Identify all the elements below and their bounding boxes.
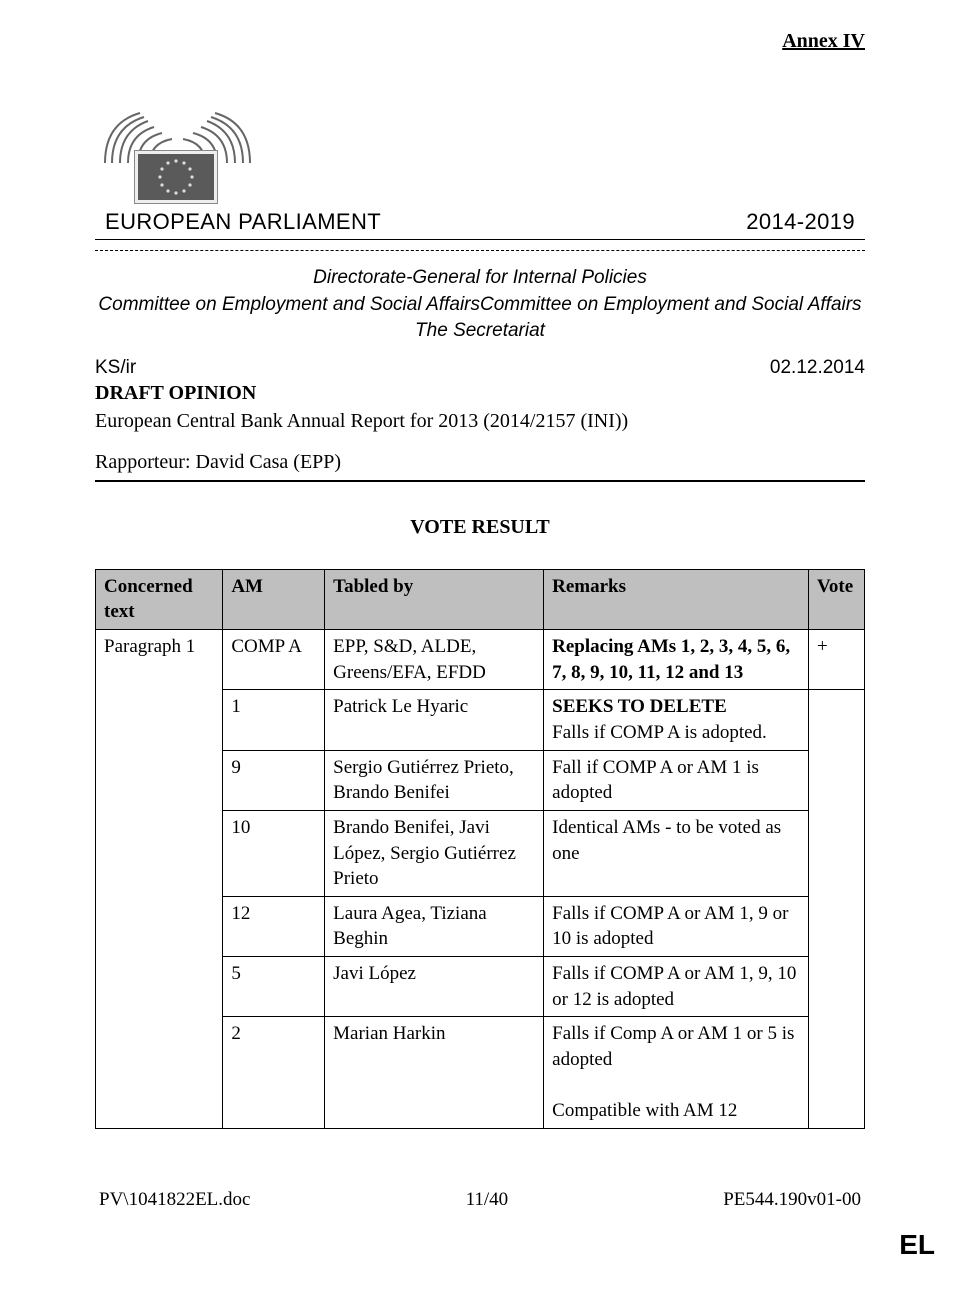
cell-remarks: Falls if COMP A or AM 1, 9 or 10 is adop… [544,896,809,956]
cell-vote [808,690,864,750]
cell-tabled: Laura Agea, Tiziana Beghin [325,896,544,956]
cell-vote [808,1017,864,1129]
secretariat: The Secretariat [95,318,865,345]
remarks-bold: SEEKS TO DELETE [552,696,727,717]
directorate-block: Directorate-General for Internal Policie… [95,265,865,345]
remarks-line1: Falls if Comp A or AM 1 or 5 is adopted [552,1023,794,1070]
footer-center: 11/40 [466,1189,509,1211]
doc-date: 02.12.2014 [770,357,865,379]
cell-tabled: Sergio Gutiérrez Prieto, Brando Benifei [325,750,544,810]
cell-tabled: Brando Benifei, Javi López, Sergio Gutié… [325,810,544,896]
cell-vote [808,957,864,1017]
header-logo-row [95,93,865,213]
cell-am: COMP A [223,630,325,690]
meta-row: KS/ir 02.12.2014 [95,357,865,379]
ep-logo [95,93,260,213]
dashed-rule [95,250,865,251]
col-tabled: Tabled by [325,569,544,629]
cell-remarks: Replacing AMs 1, 2, 3, 4, 5, 6, 7, 8, 9,… [544,630,809,690]
opinion-block: DRAFT OPINION European Central Bank Annu… [95,379,865,435]
vote-result-heading: VOTE RESULT [95,516,865,539]
eu-flag-icon [135,151,217,203]
doc-ref: KS/ir [95,357,136,379]
cell-tabled: Patrick Le Hyaric [325,690,544,750]
footer-right: PE544.190v01-00 [723,1189,861,1211]
page: Annex IV [0,0,960,1291]
cell-am: 12 [223,896,325,956]
cell-am: 2 [223,1017,325,1129]
cell-vote [808,810,864,896]
footer-left: PV\1041822EL.doc [99,1189,250,1211]
cell-remarks: SEEKS TO DELETE Falls if COMP A is adopt… [544,690,809,750]
vote-table: Concerned text AM Tabled by Remarks Vote… [95,569,865,1129]
cell-tabled: Marian Harkin [325,1017,544,1129]
annex-label: Annex IV [95,30,865,53]
cell-am: 1 [223,690,325,750]
col-vote: Vote [808,569,864,629]
col-remarks: Remarks [544,569,809,629]
directorate: Directorate-General for Internal Policie… [95,265,865,292]
horizontal-rule [95,480,865,482]
col-am: AM [223,569,325,629]
cell-remarks: Identical AMs - to be voted as one [544,810,809,896]
cell-remarks: Falls if COMP A or AM 1, 9, 10 or 12 is … [544,957,809,1017]
cell-vote [808,896,864,956]
committee: Committee on Employment and Social Affai… [95,292,865,319]
page-footer: PV\1041822EL.doc 11/40 PE544.190v01-00 [95,1189,865,1211]
cell-vote [808,750,864,810]
col-concerned: Concerned text [96,569,223,629]
cell-am: 9 [223,750,325,810]
cell-remarks: Fall if COMP A or AM 1 is adopted [544,750,809,810]
institution-line: EUROPEAN PARLIAMENT 2014-2019 [95,209,865,240]
cell-am: 5 [223,957,325,1017]
cell-concerned: Paragraph 1 [96,630,223,1129]
cell-vote: + [808,630,864,690]
table-header-row: Concerned text AM Tabled by Remarks Vote [96,569,865,629]
language-code: EL [95,1229,935,1261]
remarks-rest: Falls if COMP A is adopted. [552,722,767,743]
cell-tabled: EPP, S&D, ALDE, Greens/EFA, EFDD [325,630,544,690]
rapporteur-line: Rapporteur: David Casa (EPP) [95,451,865,474]
draft-subject: European Central Bank Annual Report for … [95,407,865,435]
cell-am: 10 [223,810,325,896]
cell-tabled: Javi López [325,957,544,1017]
remarks-line2: Compatible with AM 12 [552,1100,737,1121]
parliamentary-term: 2014-2019 [746,209,855,235]
cell-remarks: Falls if Comp A or AM 1 or 5 is adopted … [544,1017,809,1129]
table-row: Paragraph 1 COMP A EPP, S&D, ALDE, Green… [96,630,865,690]
draft-opinion-label: DRAFT OPINION [95,379,865,407]
